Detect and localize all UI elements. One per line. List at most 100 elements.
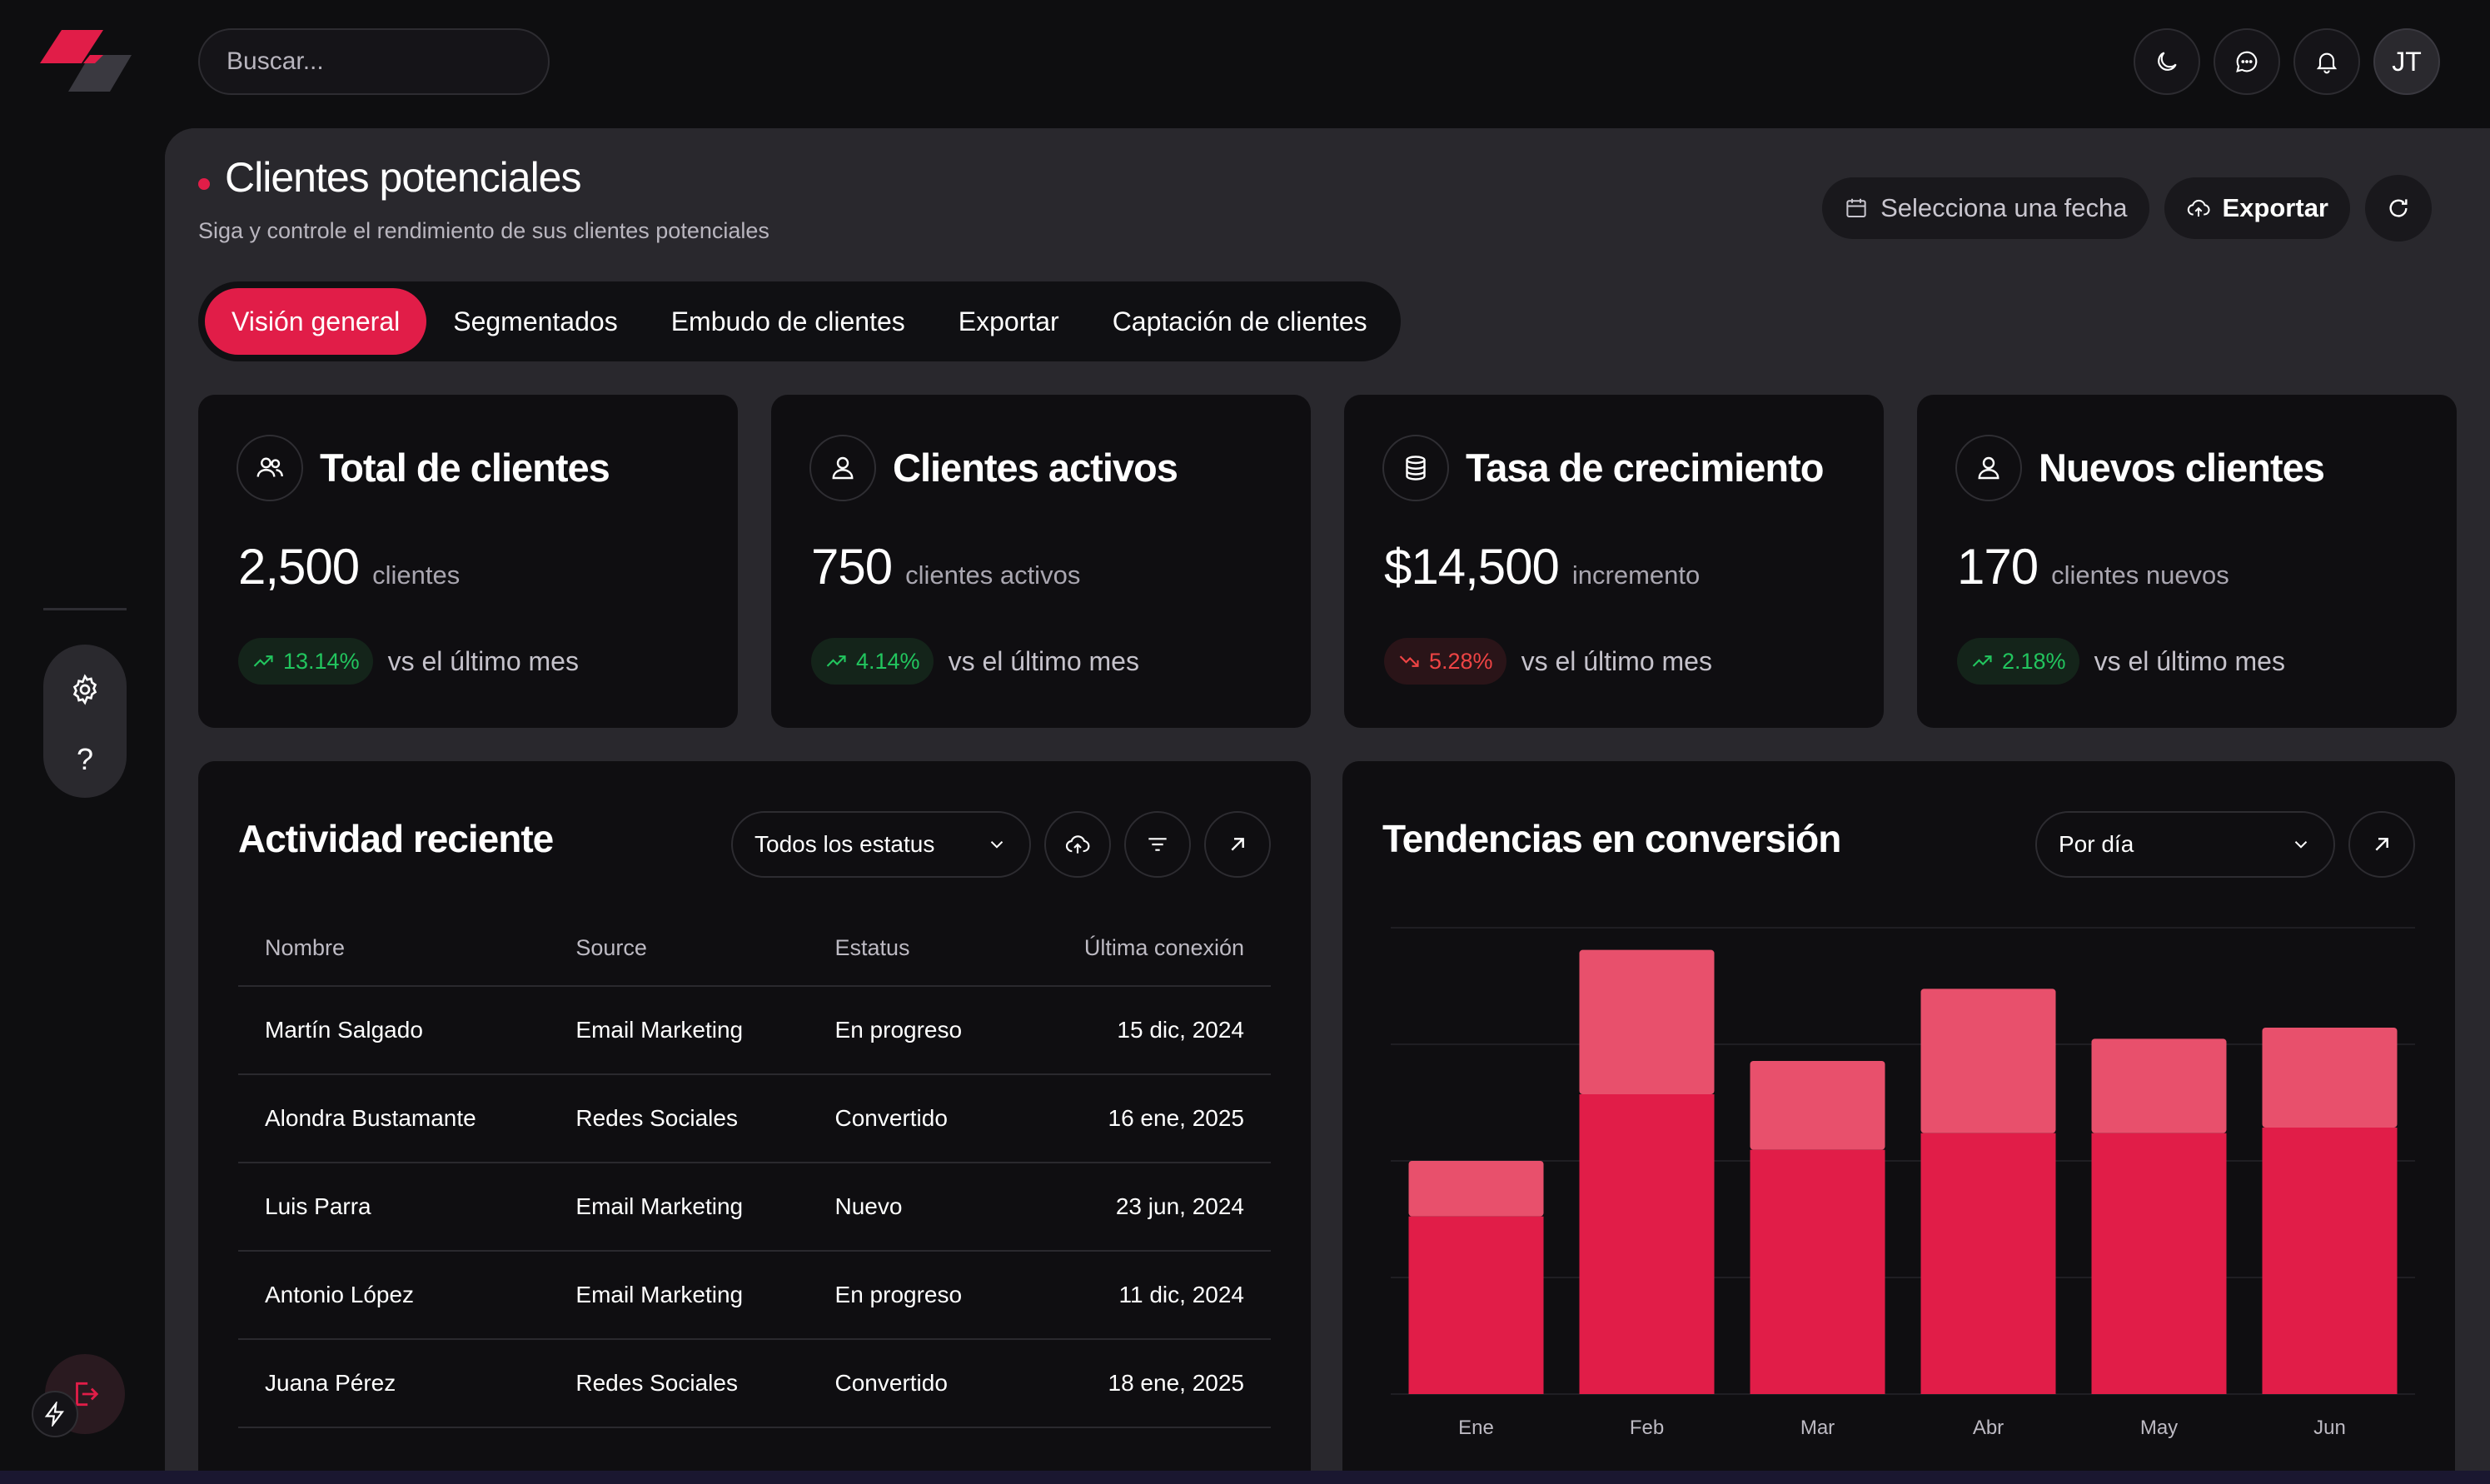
trend-up-icon bbox=[1972, 655, 1992, 667]
top-actions: JT bbox=[2134, 28, 2440, 95]
cell-ultima-conexion: 23 jun, 2024 bbox=[1020, 1163, 1271, 1252]
bolt-icon bbox=[44, 1402, 64, 1427]
stat-delta-badge: 13.14% bbox=[238, 638, 373, 685]
arrow-up-right-icon bbox=[1231, 838, 1244, 851]
trend-down-icon bbox=[1399, 655, 1419, 667]
cell-ultima-conexion: 15 dic, 2024 bbox=[1020, 986, 1271, 1075]
stat-card-tasa-crecimiento: Tasa de crecimiento $14,500 incremento 5… bbox=[1344, 395, 1884, 728]
chart-bar-ene-base[interactable] bbox=[1408, 1216, 1544, 1394]
period-select[interactable]: Por día bbox=[2035, 811, 2335, 878]
tab-embudo-de-clientes[interactable]: Embudo de clientes bbox=[670, 306, 905, 336]
brand-logo-icon bbox=[40, 30, 132, 92]
cell-estatus: Convertido bbox=[808, 1339, 1020, 1428]
logout-icon bbox=[76, 1382, 99, 1407]
chart-bar-ene-extra[interactable] bbox=[1408, 1161, 1544, 1217]
table-row[interactable]: Martín Salgado Email Marketing En progre… bbox=[238, 986, 1271, 1075]
column-header-ultima-conexion[interactable]: Última conexión bbox=[1020, 911, 1271, 987]
expand-activity-button[interactable] bbox=[1204, 811, 1271, 878]
chart-x-tick-label: Feb bbox=[1630, 1417, 1664, 1439]
status-filter-select[interactable]: Todos los estatus bbox=[731, 811, 1031, 878]
user-icon bbox=[809, 435, 876, 501]
stat-delta-value: 2.18% bbox=[2002, 648, 2066, 674]
stat-unit: clientes activos bbox=[905, 560, 1081, 590]
refresh-icon bbox=[2389, 199, 2408, 217]
chevron-down-icon bbox=[2294, 841, 2308, 849]
table-row[interactable]: Juana Pérez Redes Sociales Convertido 18… bbox=[238, 1339, 1271, 1428]
export-button-label: Exportar bbox=[2222, 193, 2328, 222]
bell-icon bbox=[2316, 52, 2338, 74]
cell-estatus: En progreso bbox=[808, 986, 1020, 1075]
chart-bar-abr-base[interactable] bbox=[1920, 1133, 2056, 1394]
cell-nombre: Juana Pérez bbox=[238, 1339, 550, 1428]
chart-x-tick-label: May bbox=[2140, 1417, 2178, 1439]
cell-nombre: Luis Parra bbox=[238, 1163, 550, 1252]
refresh-button[interactable] bbox=[2365, 175, 2432, 242]
stat-delta-text: vs el último mes bbox=[2094, 645, 2285, 676]
sidebar-item-ayuda[interactable]: ? bbox=[52, 728, 118, 791]
help-icon: ? bbox=[76, 742, 94, 776]
table-row[interactable]: Antonio López Email Marketing En progres… bbox=[238, 1251, 1271, 1340]
search-input[interactable] bbox=[227, 47, 548, 76]
stat-title: Nuevos clientes bbox=[2039, 446, 2325, 490]
expand-chart-button[interactable] bbox=[2348, 811, 2415, 878]
cell-source: Email Marketing bbox=[549, 1163, 809, 1252]
header-actions: Selecciona una fecha Exportar bbox=[1822, 175, 2432, 242]
cell-nombre: Antonio López bbox=[238, 1251, 550, 1340]
chart-bar-jun-base[interactable] bbox=[2262, 1128, 2398, 1394]
stat-delta-badge: 2.18% bbox=[1957, 638, 2079, 685]
tab-segmentados[interactable]: Segmentados bbox=[453, 306, 618, 336]
sidebar-divider bbox=[43, 608, 127, 610]
column-header-source[interactable]: Source bbox=[549, 911, 809, 987]
stat-title: Tasa de crecimiento bbox=[1466, 446, 1824, 490]
period-select-value: Por día bbox=[2059, 831, 2134, 857]
table-row[interactable]: Luis Parra Email Marketing Nuevo 23 jun,… bbox=[238, 1163, 1271, 1252]
stat-card-clientes-activos: Clientes activos 750 clientes activos 4.… bbox=[771, 395, 1311, 728]
chart-x-tick-label: Ene bbox=[1458, 1417, 1494, 1439]
arrow-up-right-icon bbox=[2375, 838, 2388, 851]
tab-exportar[interactable]: Exportar bbox=[958, 306, 1059, 336]
tab-captacion-de-clientes[interactable]: Captación de clientes bbox=[1112, 306, 1367, 336]
chart-bar-abr-extra[interactable] bbox=[1920, 989, 2056, 1133]
sidebar-item-configuracion[interactable] bbox=[52, 658, 118, 721]
stat-delta-value: 5.28% bbox=[1429, 648, 1493, 674]
export-button[interactable]: Exportar bbox=[2164, 177, 2350, 239]
cloud-upload-icon bbox=[1065, 835, 1090, 854]
chart-bar-jun-extra[interactable] bbox=[2262, 1028, 2398, 1128]
page-subtitle: Siga y controle el rendimiento de sus cl… bbox=[198, 218, 769, 243]
cell-ultima-conexion: 16 ene, 2025 bbox=[1020, 1074, 1271, 1163]
chart-bar-mar-base[interactable] bbox=[1750, 1149, 1885, 1394]
column-header-estatus[interactable]: Estatus bbox=[808, 911, 1020, 987]
chart-bar-may-extra[interactable] bbox=[2091, 1038, 2227, 1133]
title-indicator-dot bbox=[198, 178, 210, 190]
theme-toggle-button[interactable] bbox=[2134, 28, 2200, 95]
chart-bar-mar-extra[interactable] bbox=[1750, 1061, 1885, 1150]
chart-bar-may-base[interactable] bbox=[2091, 1133, 2227, 1394]
calendar-icon bbox=[1846, 198, 1866, 217]
stat-delta-badge: 4.14% bbox=[811, 638, 934, 685]
search-box[interactable] bbox=[198, 28, 550, 95]
chart-bar-feb-extra[interactable] bbox=[1579, 949, 1715, 1094]
messages-button[interactable] bbox=[2214, 28, 2280, 95]
date-picker-button[interactable]: Selecciona una fecha bbox=[1822, 177, 2149, 239]
gear-icon bbox=[72, 674, 97, 705]
conversion-trends-title: Tendencias en conversión bbox=[1382, 817, 1841, 860]
leads-table: Nombre Source Estatus Última conexión Ma… bbox=[238, 911, 1271, 1428]
conversion-trends-card: Tendencias en conversión Por día Ene Feb M… bbox=[1342, 761, 2455, 1471]
quick-action-button[interactable] bbox=[32, 1391, 78, 1437]
table-row[interactable]: Alondra Bustamante Redes Sociales Conver… bbox=[238, 1074, 1271, 1163]
stat-value: 2,500 bbox=[238, 539, 360, 595]
chart-bar-feb-base[interactable] bbox=[1579, 1094, 1715, 1394]
view-tabs: Visión general Segmentados Embudo de cli… bbox=[198, 281, 1401, 361]
stat-card-nuevos-clientes: Nuevos clientes 170 clientes nuevos 2.18… bbox=[1917, 395, 2457, 728]
notifications-button[interactable] bbox=[2293, 28, 2360, 95]
user-icon bbox=[1955, 435, 2022, 501]
recent-activity-card: Actividad reciente Todos los estatus bbox=[198, 761, 1311, 1471]
status-filter-value: Todos los estatus bbox=[754, 831, 935, 857]
column-header-nombre[interactable]: Nombre bbox=[238, 911, 550, 987]
download-button[interactable] bbox=[1044, 811, 1111, 878]
filter-button[interactable] bbox=[1124, 811, 1191, 878]
stat-delta-badge: 5.28% bbox=[1384, 638, 1506, 685]
tab-vision-general[interactable]: Visión general bbox=[205, 288, 427, 355]
user-avatar[interactable]: JT bbox=[2373, 28, 2440, 95]
